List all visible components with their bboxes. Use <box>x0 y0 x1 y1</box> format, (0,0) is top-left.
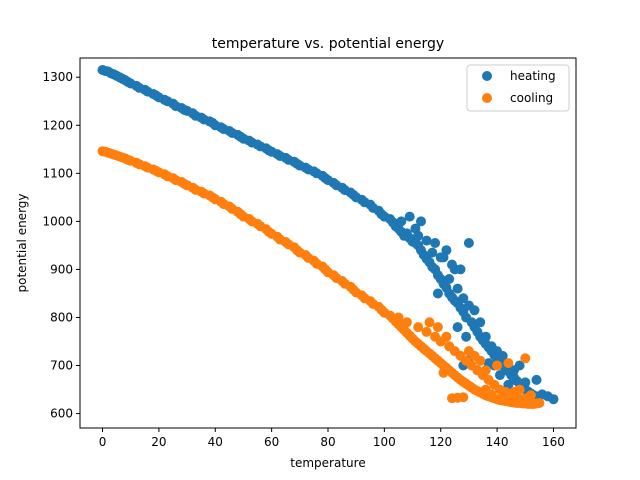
heating-point <box>475 317 486 328</box>
legend-marker-cooling <box>482 93 492 103</box>
x-tick-label: 140 <box>486 435 509 449</box>
cooling-point <box>438 367 449 378</box>
x-tick-label: 40 <box>208 435 223 449</box>
heating-point <box>548 394 559 405</box>
x-tick-label: 100 <box>373 435 396 449</box>
heating-point <box>438 252 449 263</box>
chart-title: temperature vs. potential energy <box>212 36 444 52</box>
heating-point <box>404 211 415 222</box>
cooling-point <box>421 326 432 337</box>
heating-point <box>461 331 472 342</box>
legend: heating cooling <box>466 64 570 112</box>
heating-point <box>520 377 531 388</box>
x-axis-label: temperature <box>290 456 365 470</box>
heating-point <box>469 305 480 316</box>
cooling-point <box>520 393 531 404</box>
heating-point <box>480 331 491 342</box>
series-heating <box>97 65 559 405</box>
heating-point <box>430 238 441 248</box>
heating-point <box>514 360 525 371</box>
x-tick-label: 160 <box>542 435 565 449</box>
heating-point <box>452 322 463 333</box>
x-tick-label: 60 <box>264 435 279 449</box>
y-tick-label: 1300 <box>42 70 73 84</box>
cooling-point <box>463 346 474 357</box>
heating-point <box>497 350 508 361</box>
y-tick-label: 1100 <box>42 166 73 180</box>
y-tick-label: 1000 <box>42 214 73 228</box>
heating-point <box>444 274 455 284</box>
heating-point <box>416 216 426 227</box>
heating-point <box>494 370 505 381</box>
heating-point <box>396 216 407 227</box>
legend-label-heating: heating <box>510 69 556 83</box>
y-tick-label: 800 <box>50 310 73 324</box>
x-axis: 0 20 40 60 80 100 120 140 160 <box>99 428 565 449</box>
cooling-point <box>401 317 412 328</box>
heating-point <box>452 283 463 294</box>
heating-point <box>427 247 438 258</box>
cooling-point <box>492 360 503 371</box>
cooling-point <box>458 392 469 403</box>
cooling-point <box>441 331 452 342</box>
heating-point <box>458 293 469 304</box>
y-tick-label: 1200 <box>42 118 73 132</box>
x-tick-label: 120 <box>429 435 452 449</box>
cooling-point <box>424 317 435 328</box>
legend-label-cooling: cooling <box>510 91 553 105</box>
heating-point <box>463 238 474 248</box>
cooling-point <box>509 387 519 397</box>
x-tick-label: 20 <box>151 435 166 449</box>
x-tick-label: 80 <box>320 435 335 449</box>
y-tick-label: 900 <box>50 262 73 276</box>
y-tick-label: 700 <box>50 359 73 373</box>
legend-box <box>466 64 570 112</box>
cooling-point <box>503 358 514 369</box>
cooling-point <box>520 353 531 364</box>
heating-point <box>421 235 432 246</box>
x-tick-label: 0 <box>99 435 107 449</box>
cooling-point <box>413 322 424 333</box>
y-axis: 600 700 800 900 1000 1100 1200 1300 <box>42 70 80 421</box>
cooling-point <box>480 384 491 395</box>
plot-frame <box>79 57 577 429</box>
heating-point <box>410 238 421 248</box>
cooling-point <box>534 398 545 408</box>
y-tick-label: 600 <box>50 407 73 421</box>
cooling-point <box>393 312 404 323</box>
heating-point <box>531 374 542 385</box>
heating-point <box>449 264 460 275</box>
cooling-point <box>432 322 443 333</box>
y-axis-label: potential energy <box>15 193 29 292</box>
data-points <box>97 65 559 409</box>
heating-point <box>432 288 443 299</box>
cooling-point <box>480 365 491 376</box>
series-cooling <box>97 146 545 409</box>
legend-marker-heating <box>482 71 492 81</box>
cooling-point <box>497 391 508 402</box>
